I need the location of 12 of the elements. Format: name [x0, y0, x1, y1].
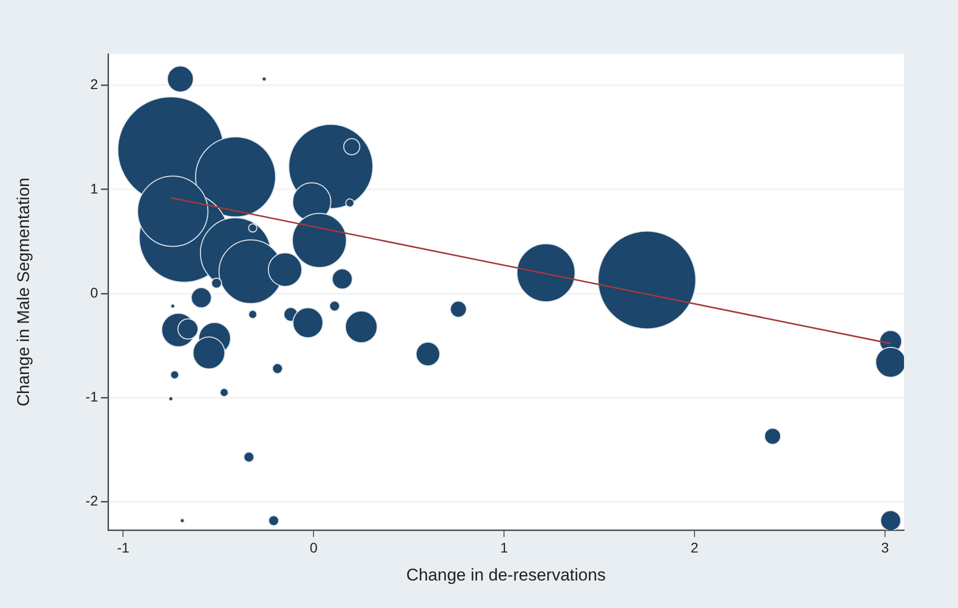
x-tick-label: 0 — [310, 539, 318, 556]
x-tick-label: 3 — [881, 539, 890, 556]
x-tick-label: 1 — [500, 539, 508, 556]
y-tick-label: -1 — [86, 388, 98, 405]
y-tick-label: 2 — [90, 76, 98, 92]
x-axis-title: Change in de-reservations — [406, 565, 606, 584]
y-tick-label: 0 — [90, 284, 98, 300]
x-tick-label: -1 — [117, 539, 130, 556]
y-axis-title: Change in Male Segmentation — [14, 178, 33, 406]
x-tick-label: 2 — [690, 539, 699, 556]
y-tick-label: 1 — [90, 180, 98, 196]
y-tick-label: -2 — [86, 492, 98, 509]
